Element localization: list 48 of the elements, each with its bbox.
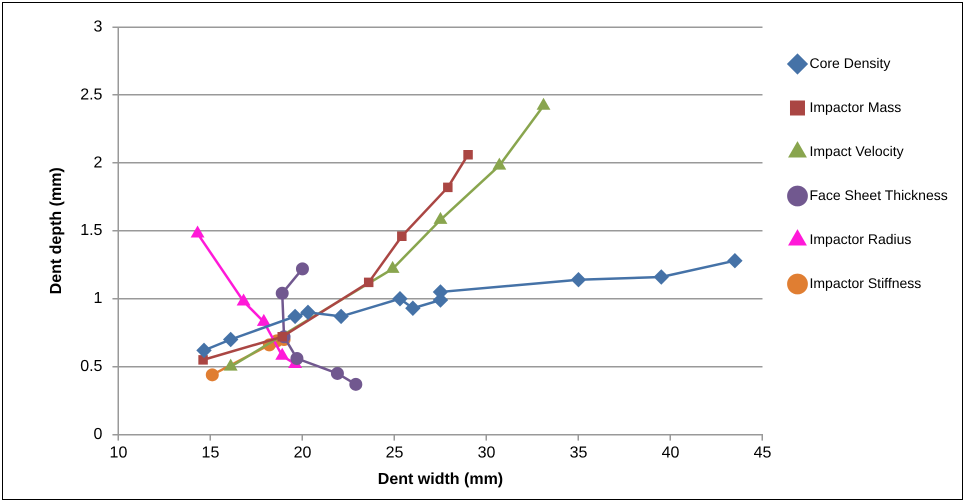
legend-label: Impact Velocity — [809, 142, 904, 159]
point — [196, 342, 212, 358]
point — [397, 231, 407, 241]
point — [223, 332, 238, 347]
y-tick-label: 0.5 — [80, 358, 103, 376]
point — [276, 286, 289, 300]
point — [334, 308, 349, 324]
point — [492, 158, 506, 170]
point — [536, 98, 550, 110]
y-tick-label: 1.5 — [80, 222, 103, 240]
point — [434, 212, 448, 224]
x-axis-title: Dent width (mm) — [378, 470, 504, 488]
x-tick-label: 30 — [478, 444, 496, 462]
point — [191, 226, 204, 238]
x-tick-label: 25 — [386, 444, 404, 462]
point — [300, 304, 316, 320]
legend-label: Impactor Radius — [809, 230, 912, 247]
x-tick-label: 35 — [570, 444, 588, 462]
point — [206, 368, 219, 382]
x-tick-label: 40 — [662, 444, 680, 462]
y-axis-title: Dent depth (mm) — [48, 167, 66, 294]
y-tick-label: 0 — [94, 426, 103, 444]
point — [405, 300, 420, 316]
legend-label: Face Sheet Thickness — [809, 186, 948, 203]
point — [296, 262, 309, 276]
y-tick-label: 1 — [94, 290, 103, 308]
x-tick-label: 45 — [754, 444, 772, 462]
point — [386, 261, 400, 273]
point — [727, 253, 742, 268]
x-tick-label: 10 — [110, 444, 128, 462]
point — [392, 291, 408, 306]
point — [570, 272, 586, 288]
point — [463, 150, 473, 160]
y-tick-label: 3 — [94, 18, 103, 36]
legend-label: Core Density — [809, 54, 890, 71]
point — [288, 308, 303, 324]
y-tick-label: 2.5 — [80, 86, 103, 104]
point — [330, 366, 344, 380]
point — [443, 182, 453, 192]
point — [349, 378, 362, 391]
legend-label: Impactor Stiffness — [809, 274, 922, 291]
x-tick-label: 15 — [202, 444, 220, 462]
point — [654, 269, 669, 284]
point — [290, 352, 304, 366]
x-tick-label: 20 — [294, 444, 312, 462]
point — [364, 278, 374, 288]
y-tick-label: 2 — [94, 154, 103, 172]
legend-label: Impactor Mass — [809, 98, 902, 115]
